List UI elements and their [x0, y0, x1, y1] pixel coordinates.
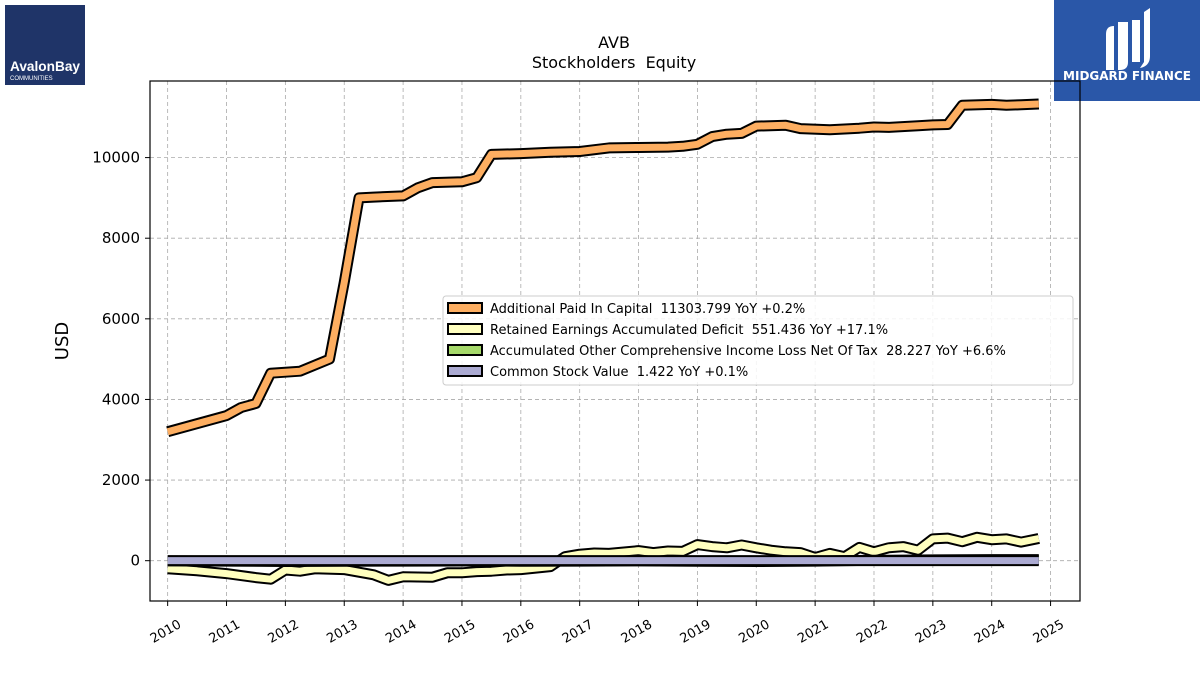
midgard-finance-logo: MIDGARD FINANCE: [1054, 0, 1200, 101]
legend: Additional Paid In Capital 11303.799 YoY…: [442, 295, 1074, 386]
y-tick-label: 0: [130, 552, 140, 570]
x-tick-label: 2023: [913, 617, 949, 647]
x-tick-label: 2017: [560, 617, 596, 647]
x-tick-label: 2012: [266, 617, 302, 647]
x-tick-label: 2016: [501, 617, 537, 647]
legend-label: Additional Paid In Capital 11303.799 YoY…: [490, 302, 805, 317]
x-tick-label: 2018: [619, 617, 655, 647]
chart-subtitle: Stockholders Equity: [532, 53, 696, 72]
avalonbay-logo-subtext: COMMUNITIES: [10, 76, 53, 82]
x-tick-label: 2024: [972, 617, 1008, 647]
midgard-logo-mark: [1106, 8, 1150, 70]
x-tick-label: 2013: [324, 617, 360, 647]
x-tick-label: 2011: [207, 617, 243, 647]
x-tick-label: 2020: [736, 617, 772, 647]
x-tick-label: 2022: [854, 617, 890, 647]
x-tick-label: 2019: [678, 617, 714, 647]
series-group: [166, 98, 1040, 586]
series-line-additional-paid-in-capital: [166, 100, 1039, 436]
avalonbay-logo-text: AvalonBay: [10, 58, 80, 74]
legend-label: Retained Earnings Accumulated Deficit 55…: [490, 323, 888, 338]
chart-title: AVB: [598, 33, 630, 52]
x-tick-label: 2014: [383, 617, 419, 647]
x-tick-label: 2021: [795, 617, 831, 647]
x-tick-label: 2025: [1031, 617, 1067, 647]
midgard-logo-text: MIDGARD FINANCE: [1063, 69, 1191, 83]
legend-swatch: [447, 302, 483, 314]
y-axis-label: USD: [52, 322, 73, 360]
x-tick-label: 2010: [148, 617, 184, 647]
series-line-retained-earnings-accumulated-deficit: [167, 533, 1040, 584]
y-tick-label: 2000: [102, 471, 140, 489]
y-tick-label: 6000: [102, 310, 140, 328]
legend-swatch: [447, 365, 483, 377]
legend-label: Accumulated Other Comprehensive Income L…: [490, 344, 1006, 359]
legend-swatch: [447, 344, 483, 356]
x-tick-label: 2015: [442, 617, 478, 647]
plot-frame: [149, 80, 1081, 602]
avalonbay-logo: AvalonBay COMMUNITIES: [5, 5, 85, 85]
y-tick-label: 8000: [102, 229, 140, 247]
x-axis: 2010 2011 2012 2013 2014 2015 2016 2017 2018 2019…: [148, 601, 1067, 647]
y-tick-label: 10000: [92, 149, 140, 167]
legend-box: [442, 295, 1074, 386]
legend-label: Common Stock Value 1.422 YoY +0.1%: [490, 365, 748, 380]
y-axis: 0 2000 4000 6000 8000 10000: [92, 149, 150, 570]
y-tick-label: 4000: [102, 390, 140, 408]
legend-swatch: [447, 323, 483, 335]
